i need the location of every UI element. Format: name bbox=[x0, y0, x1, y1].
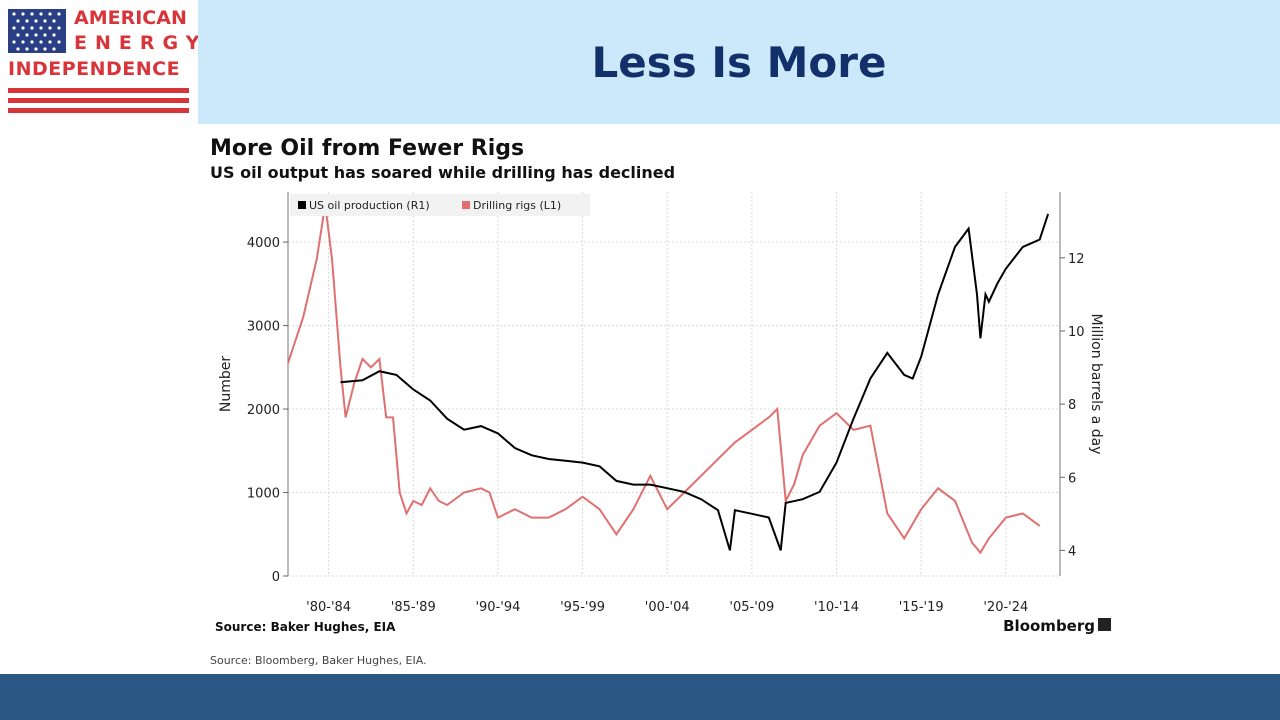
logo-text-energy: ENERGY bbox=[74, 32, 208, 54]
flag-stars-icon bbox=[8, 9, 66, 53]
right-tick-label: 4 bbox=[1068, 544, 1076, 559]
legend-label-us-oil-production: US oil production (R1) bbox=[309, 199, 430, 212]
x-tick-label: '85-'89 bbox=[391, 600, 436, 615]
title-band: Less Is More bbox=[198, 0, 1280, 124]
right-tick-label: 12 bbox=[1068, 252, 1085, 267]
right-tick-label: 6 bbox=[1068, 471, 1076, 486]
left-tick-label: 2000 bbox=[247, 403, 280, 418]
bloomberg-terminal-icon bbox=[1098, 618, 1111, 631]
legend-background bbox=[290, 194, 590, 216]
left-tick-label: 0 bbox=[272, 570, 280, 585]
right-axis-label: Million barrels a day bbox=[1088, 314, 1104, 455]
legend-swatch-drilling-rigs bbox=[462, 201, 470, 209]
bloomberg-branding: Bloomberg bbox=[1003, 617, 1095, 635]
left-tick-label: 4000 bbox=[247, 236, 280, 251]
legend-swatch-us-oil-production bbox=[298, 201, 306, 209]
x-tick-label: '90-'94 bbox=[475, 600, 520, 615]
chart-legend: US oil production (R1) Drilling rigs (L1… bbox=[290, 194, 590, 216]
logo-text-independence: INDEPENDENCE bbox=[8, 58, 181, 80]
flag-stripe bbox=[8, 88, 189, 93]
left-tick-label: 3000 bbox=[247, 320, 280, 335]
chart-subtitle: US oil output has soared while drilling … bbox=[210, 163, 675, 182]
logo-text-american: AMERICAN bbox=[74, 7, 187, 29]
american-energy-independence-logo: AMERICAN ENERGY INDEPENDENCE bbox=[0, 0, 199, 124]
x-tick-label: '20-'24 bbox=[983, 600, 1028, 615]
x-axis-ticks: '80-'84 '85-'89 '90-'94 '95-'99 '00-'04 '05-'… bbox=[306, 600, 1028, 615]
right-axis-ticks: 4 6 8 10 12 bbox=[1060, 252, 1085, 559]
series-line-us-oil-production bbox=[340, 213, 1050, 551]
right-tick-label: 10 bbox=[1068, 325, 1085, 340]
stars-pattern bbox=[12, 12, 61, 51]
left-axis-label: Number bbox=[218, 356, 234, 412]
series-line-drilling-rigs bbox=[287, 204, 1041, 555]
x-tick-label: '15-'19 bbox=[899, 600, 944, 615]
left-axis-ticks: 0 1000 2000 3000 4000 bbox=[247, 236, 288, 585]
right-tick-label: 8 bbox=[1068, 398, 1076, 413]
x-tick-label: '95-'99 bbox=[560, 600, 605, 615]
flag-stripe bbox=[8, 98, 189, 103]
footer-bar bbox=[0, 674, 1280, 720]
slide-title: Less Is More bbox=[591, 38, 887, 87]
left-tick-label: 1000 bbox=[247, 487, 280, 502]
dual-axis-line-chart: More Oil from Fewer Rigs US oil output h… bbox=[210, 136, 1111, 667]
slide-header: AMERICAN ENERGY INDEPENDENCE Less Is Mor… bbox=[0, 0, 1280, 124]
x-tick-label: '00-'04 bbox=[645, 600, 690, 615]
gridlines bbox=[288, 192, 1060, 577]
x-tick-label: '10-'14 bbox=[814, 600, 859, 615]
x-tick-label: '05-'09 bbox=[729, 600, 774, 615]
chart-source-outer: Source: Bloomberg, Baker Hughes, EIA. bbox=[210, 654, 427, 667]
chart-source-inner: Source: Baker Hughes, EIA bbox=[215, 620, 396, 634]
chart-panel: More Oil from Fewer Rigs US oil output h… bbox=[190, 124, 1127, 674]
x-tick-label: '80-'84 bbox=[306, 600, 351, 615]
flag-stripe bbox=[8, 108, 189, 113]
chart-title: More Oil from Fewer Rigs bbox=[210, 136, 524, 161]
legend-label-drilling-rigs: Drilling rigs (L1) bbox=[473, 199, 561, 212]
